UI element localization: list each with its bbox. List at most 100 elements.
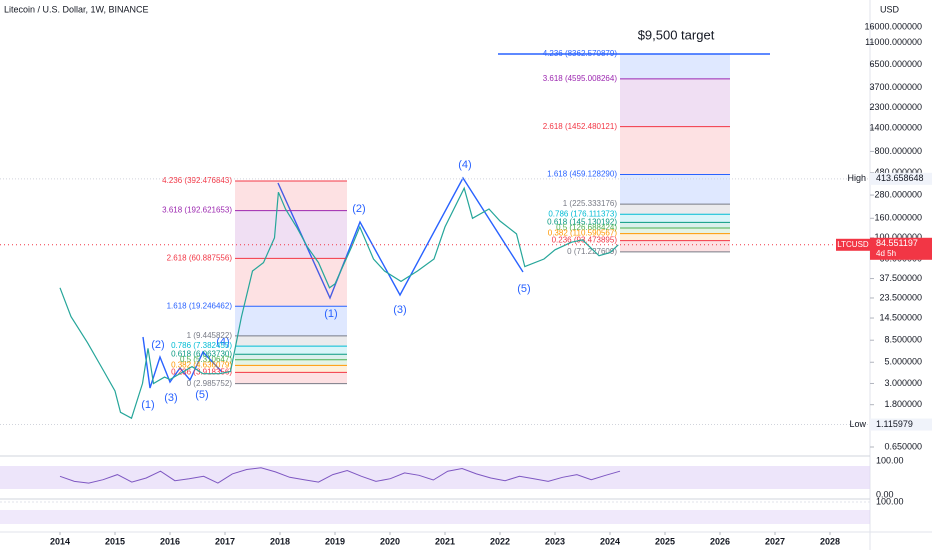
wave-label: (5) <box>195 389 208 401</box>
price-tick-label: 14.500000 <box>879 312 922 322</box>
rsi-line <box>59 467 621 484</box>
time-tick-label: 2028 <box>820 536 840 546</box>
time-tick-label: 2015 <box>105 536 125 546</box>
rsi-tick-label: 100.00 <box>876 455 904 465</box>
time-tick-label: 2025 <box>655 536 675 546</box>
fib-label: 0.618 (145.130192) <box>547 217 617 226</box>
fib-label: 2.618 (1452.480121) <box>543 122 618 131</box>
fib-band <box>620 204 730 215</box>
time-tick-label: 2016 <box>160 536 180 546</box>
target-note: $9,500 target <box>638 27 715 42</box>
time-tick-label: 2027 <box>765 536 785 546</box>
fib-label: 2.618 (60.887556) <box>167 254 233 263</box>
fib-band <box>620 78 730 127</box>
fib-band <box>620 227 730 234</box>
symbol-title: Litecoin / U.S. Dollar, 1W, BINANCE <box>4 4 149 14</box>
osc-band <box>0 510 870 524</box>
fib-band <box>235 306 347 336</box>
fib-band <box>235 372 347 384</box>
fib-band <box>235 258 347 307</box>
fib-label: 4.236 (392.476843) <box>162 176 232 185</box>
fib-band <box>620 214 730 223</box>
fib-label: 0.786 (176.111373) <box>548 209 617 218</box>
high-label: High <box>847 173 866 183</box>
time-tick-label: 2017 <box>215 536 235 546</box>
fib-label: 0.5 (5.310647) <box>180 355 232 364</box>
fib-band <box>620 174 730 205</box>
fib-label: 0.236 (93.473895) <box>552 236 618 245</box>
fib-label: 0.786 (7.382455) <box>171 341 232 350</box>
wave-label: (4) <box>458 159 471 171</box>
fib-label: 1.618 (19.246462) <box>167 301 233 310</box>
time-tick-label: 2014 <box>50 536 70 546</box>
fib-label: 1.618 (459.128290) <box>547 170 617 179</box>
wave-label: (4) <box>216 336 229 348</box>
currency: USD <box>880 4 900 14</box>
fib-band <box>235 181 347 211</box>
price-tick-label: 100.000000 <box>874 232 922 242</box>
price-tick-label: 3.000000 <box>884 378 922 388</box>
low-badge <box>870 418 932 431</box>
symbol-badge <box>836 238 870 251</box>
fib-label: 3.618 (192.621653) <box>162 206 232 215</box>
countdown: 4d 5h <box>876 249 896 258</box>
price-tick-label: 23.500000 <box>879 292 922 302</box>
fib-label: 1 (225.333176) <box>563 199 618 208</box>
fib-label: 0.382 (110.590567) <box>548 229 618 238</box>
time-tick-label: 2022 <box>490 536 510 546</box>
symbol-label: LTCUSD <box>837 240 869 249</box>
wave-drawing <box>277 176 524 300</box>
wave-label: (2) <box>151 339 164 351</box>
fib-label: 3.618 (4595.008264) <box>543 74 618 83</box>
fib-band <box>620 222 730 228</box>
time-tick-label: 2024 <box>600 536 620 546</box>
high-value: 413.658648 <box>876 173 924 183</box>
high-badge <box>870 172 932 185</box>
fib-band <box>620 126 730 175</box>
price-tick-label: 37.500000 <box>879 273 922 283</box>
wave-label: (5) <box>517 283 530 295</box>
wave-label: (1) <box>324 308 337 320</box>
price-tick-label: 800.000000 <box>874 146 922 156</box>
price-tick-label: 1.800000 <box>884 399 922 409</box>
fib-band <box>235 359 347 366</box>
price-badge <box>870 237 932 260</box>
fib-label: 1 (9.445822) <box>187 331 233 340</box>
low-label: Low <box>849 419 866 429</box>
wave-label: (3) <box>393 304 406 316</box>
fib-label: 0.618 (6.063730) <box>171 349 232 358</box>
price-tick-label: 160.000000 <box>874 213 922 223</box>
fib-label: 0 (71.227609) <box>567 247 617 256</box>
fib-band <box>235 365 347 373</box>
price-tick-label: 2300.000000 <box>869 102 922 112</box>
fib-band <box>620 240 730 252</box>
price-tick-label: 8.500000 <box>884 335 922 345</box>
fib-band <box>620 53 730 79</box>
price-tick-label: 16000.000000 <box>864 21 922 31</box>
price-tick-label: 6500.000000 <box>869 59 922 69</box>
time-tick-label: 2023 <box>545 536 565 546</box>
fib-band <box>235 354 347 360</box>
fib-label: 0.236 (3.918356) <box>171 367 232 376</box>
price-tick-label: 280.000000 <box>874 189 922 199</box>
low-value: 1.115979 <box>876 419 913 429</box>
time-tick-label: 2026 <box>710 536 730 546</box>
price-tick-label: 5.000000 <box>884 357 922 367</box>
time-tick-label: 2021 <box>435 536 455 546</box>
price-tick-label: 1400.000000 <box>869 123 922 133</box>
time-tick-label: 2020 <box>380 536 400 546</box>
last-price: 84.551197 <box>876 238 918 248</box>
price-tick-label: 480.000000 <box>874 167 922 177</box>
wave-label: (1) <box>141 399 154 411</box>
time-tick-label: 2018 <box>270 536 290 546</box>
fib-label: 0 (2.985752) <box>187 379 233 388</box>
price-tick-label: 11000.000000 <box>865 37 922 47</box>
fib-band <box>235 335 347 347</box>
wave-label: (3) <box>164 392 177 404</box>
price-tick-label: 0.650000 <box>884 441 922 451</box>
rsi-band <box>0 466 870 489</box>
rsi-tick-label: 0.00 <box>876 489 894 499</box>
wave-label: (2) <box>352 203 365 215</box>
